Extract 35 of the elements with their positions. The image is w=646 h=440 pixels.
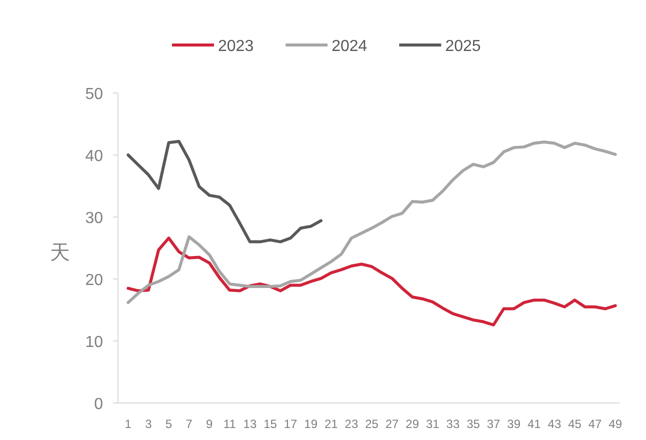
x-tick-label: 27 <box>385 417 400 431</box>
x-tick-label: 29 <box>406 417 420 431</box>
x-tick-label: 49 <box>608 417 622 431</box>
x-tick-label: 9 <box>206 417 214 431</box>
x-tick-label: 19 <box>304 417 318 431</box>
x-tick-label: 35 <box>466 417 480 431</box>
x-tick-label: 39 <box>507 417 521 431</box>
x-tick-label: 21 <box>324 417 338 431</box>
x-tick-label: 43 <box>548 417 562 431</box>
y-tick-label: 0 <box>94 396 104 413</box>
legend-label: 2023 <box>218 38 254 55</box>
x-tick-label: 7 <box>186 417 193 431</box>
legend-label: 2025 <box>445 38 481 55</box>
y-tick-label: 30 <box>85 210 104 227</box>
x-tick-label: 11 <box>223 417 236 431</box>
x-tick-label: 3 <box>145 417 152 431</box>
x-tick-label: 5 <box>165 417 172 431</box>
x-tick-label: 31 <box>426 417 440 431</box>
y-axis-title: 天 <box>50 242 70 264</box>
x-tick-label: 1 <box>124 417 132 431</box>
x-tick-label: 47 <box>588 417 602 431</box>
y-tick-label: 40 <box>85 148 104 165</box>
x-tick-label: 37 <box>486 417 501 431</box>
y-tick-label: 50 <box>85 86 104 103</box>
y-tick-label: 20 <box>85 272 104 289</box>
x-tick-label: 13 <box>243 417 257 431</box>
x-tick-label: 41 <box>527 417 542 431</box>
x-tick-label: 25 <box>365 417 379 431</box>
x-tick-label: 23 <box>344 417 358 431</box>
x-tick-label: 45 <box>568 417 582 431</box>
legend-label: 2024 <box>332 38 368 55</box>
x-tick-label: 17 <box>284 417 298 431</box>
y-tick-label: 10 <box>85 334 104 351</box>
x-tick-label: 33 <box>446 417 460 431</box>
x-tick-label: 15 <box>264 417 278 431</box>
